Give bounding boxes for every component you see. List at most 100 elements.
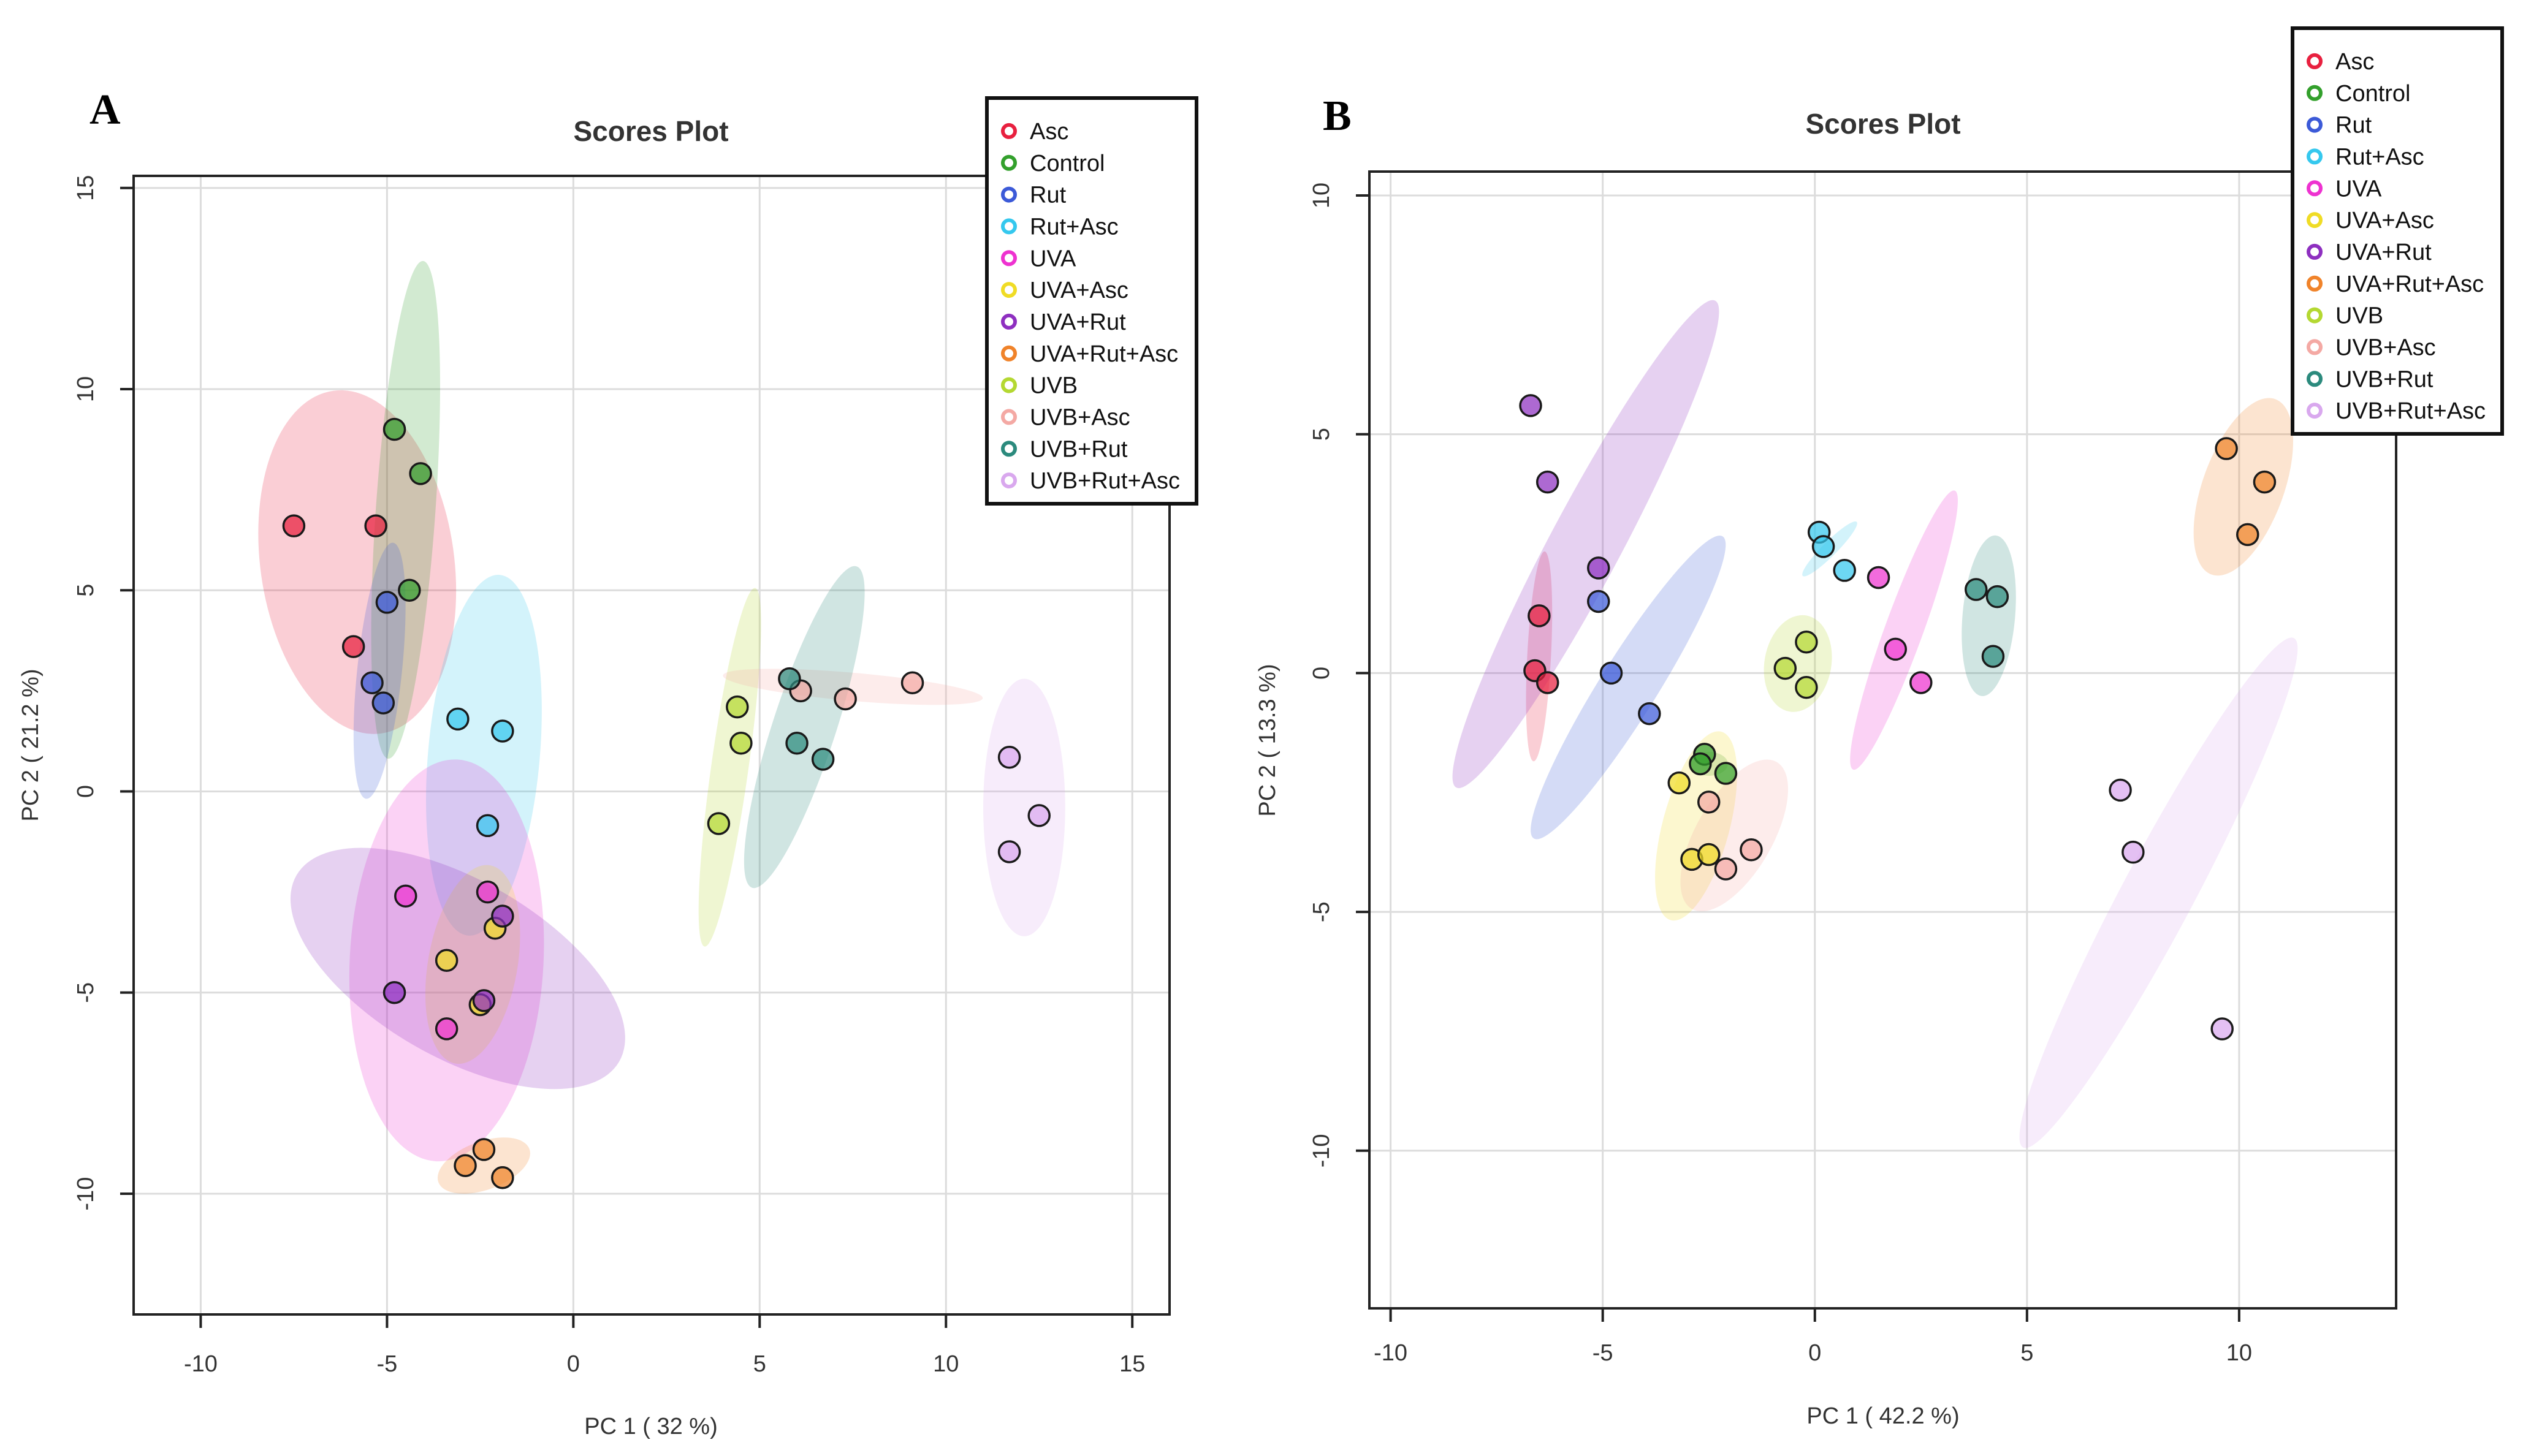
legend-label-uvb: UVB [1030, 373, 1078, 399]
point-uva-plus-rut [1587, 556, 1610, 580]
x-tick-label: 10 [2226, 1340, 2252, 1366]
point-uva [1867, 566, 1890, 590]
point-rut [1587, 590, 1610, 613]
legend-label-uvb-plus-asc: UVB+Asc [2335, 335, 2436, 360]
legend-label-uvb-plus-rut-plus-asc: UVB+Rut+Asc [2335, 398, 2486, 424]
point-uvb-plus-rut-plus-asc [997, 840, 1021, 863]
ellipse-rut-plus-asc [426, 574, 542, 936]
point-uvb [1795, 676, 1818, 699]
point-uvb-plus-rut [1965, 578, 1988, 601]
y-tick-label: 5 [73, 584, 99, 597]
point-uva-plus-rut [1535, 470, 1559, 494]
y-tick-label: 0 [1309, 667, 1334, 680]
point-uvb-plus-rut-plus-asc [2210, 1017, 2234, 1041]
legend-marker-control [2307, 85, 2323, 101]
confidence-ellipses [258, 260, 1065, 1194]
point-uva [476, 880, 500, 904]
legend: Asc Control Rut Rut+Asc UVA UVA+Asc UVA+Rut UVA… [2291, 26, 2504, 436]
legend-label-rut: Rut [1030, 183, 1067, 208]
legend-label-asc: Asc [1030, 119, 1068, 145]
y-tick-label: 5 [1309, 428, 1334, 441]
point-uva-plus-rut [491, 904, 514, 928]
ellipse-uvb-plus-rut-plus-asc [2019, 637, 2298, 1148]
point-uva-plus-rut [382, 981, 406, 1004]
point-uvb [726, 695, 749, 719]
point-uvb-plus-asc [1697, 791, 1721, 814]
point-rut [360, 671, 384, 694]
legend-marker-uvb-plus-rut-plus-asc [1001, 472, 1017, 489]
legend: Asc Control Rut Rut+Asc UVA UVA+Asc UVA+Rut UVA… [985, 96, 1198, 506]
point-uva-plus-rut-plus-asc [472, 1138, 496, 1161]
ellipse-uvb [1764, 615, 1832, 712]
point-uva [1909, 671, 1933, 694]
x-tick-label: -10 [1374, 1340, 1407, 1366]
point-asc [1535, 671, 1559, 694]
x-tick-label: -5 [1593, 1340, 1613, 1366]
point-uvb-plus-asc [1740, 838, 1763, 862]
y-axis-label: PC 2 ( 13.3 %) [1255, 664, 1281, 816]
point-uvb-plus-rut-plus-asc [2109, 778, 2132, 802]
y-tick-label: 15 [73, 175, 99, 201]
legend-label-uvb-plus-asc: UVB+Asc [1030, 404, 1130, 430]
legend-marker-uvb-plus-rut-plus-asc [2307, 403, 2323, 419]
confidence-ellipses [1452, 300, 2298, 1148]
x-tick-label: 15 [1119, 1351, 1145, 1377]
legend-box [2291, 26, 2504, 436]
point-uvb-plus-rut [1985, 585, 2009, 609]
legend-marker-uva-plus-rut-plus-asc [2307, 275, 2323, 292]
point-uvb-plus-rut-plus-asc [2122, 840, 2145, 864]
point-rut-plus-asc [491, 719, 514, 743]
x-tick-label: 5 [2020, 1340, 2033, 1366]
point-uvb-plus-asc [834, 687, 857, 711]
point-uva-plus-rut-plus-asc [454, 1154, 477, 1177]
point-uva-plus-asc [435, 949, 459, 972]
y-tick-label: -10 [1309, 1134, 1334, 1167]
ellipse-uva-plus-rut [1452, 300, 1719, 789]
ellipse-uvb-plus-asc [1680, 759, 1789, 912]
ellipse-uvb [698, 588, 761, 947]
ellipse-uvb-plus-rut-plus-asc [983, 678, 1065, 936]
legend-marker-rut-plus-asc [1001, 218, 1017, 235]
panel-label: B [1323, 93, 1352, 140]
legend-label-uvb-plus-rut: UVB+Rut [2335, 366, 2434, 392]
legend-marker-asc [2307, 53, 2323, 69]
point-uva-plus-asc [1697, 843, 1721, 866]
y-axis-label: PC 2 ( 21.2 %) [18, 669, 44, 821]
ellipse-asc [258, 390, 457, 734]
legend-label-control: Control [1030, 151, 1105, 176]
legend-marker-uvb-plus-asc [1001, 409, 1017, 425]
legend-label-control: Control [2335, 81, 2411, 107]
x-axis-label: PC 1 ( 42.2 %) [1806, 1403, 1959, 1429]
legend-marker-uva-plus-asc [1001, 282, 1017, 298]
point-uvb-plus-rut-plus-asc [997, 745, 1021, 769]
legend-marker-uva-plus-rut-plus-asc [1001, 345, 1017, 362]
legend-label-uva-plus-asc: UVA+Asc [2335, 208, 2434, 233]
point-asc [282, 514, 306, 537]
ellipse-asc [1526, 551, 1553, 762]
legend-marker-rut-plus-asc [2307, 148, 2323, 165]
point-uva [435, 1017, 459, 1041]
point-uvb-plus-asc [900, 671, 924, 694]
x-tick-label: 10 [933, 1351, 959, 1377]
legend-marker-uva-plus-asc [2307, 212, 2323, 229]
grid-lines [1369, 172, 2396, 1308]
plot-frame [132, 175, 1171, 1316]
ellipse-rut [1531, 535, 1726, 840]
x-tick-label: 0 [567, 1351, 580, 1377]
point-uvb-plus-asc [1714, 857, 1738, 881]
panel-label: A [89, 86, 121, 134]
legend-marker-rut [1001, 186, 1017, 203]
point-control [409, 462, 432, 485]
legend-label-uva: UVA [2335, 176, 2382, 202]
point-control [1689, 752, 1712, 776]
ellipse-uva-plus-rut-plus-asc [2193, 398, 2293, 576]
legend-label-uva-plus-rut: UVA+Rut [2335, 240, 2432, 265]
point-control [398, 578, 421, 602]
x-tick-label: -10 [184, 1351, 218, 1377]
point-control [382, 417, 406, 441]
point-uvb-plus-rut [811, 748, 835, 771]
point-uva-plus-rut-plus-asc [2215, 437, 2238, 460]
legend-marker-rut [2307, 116, 2323, 133]
legend-label-uva: UVA [1030, 246, 1076, 271]
